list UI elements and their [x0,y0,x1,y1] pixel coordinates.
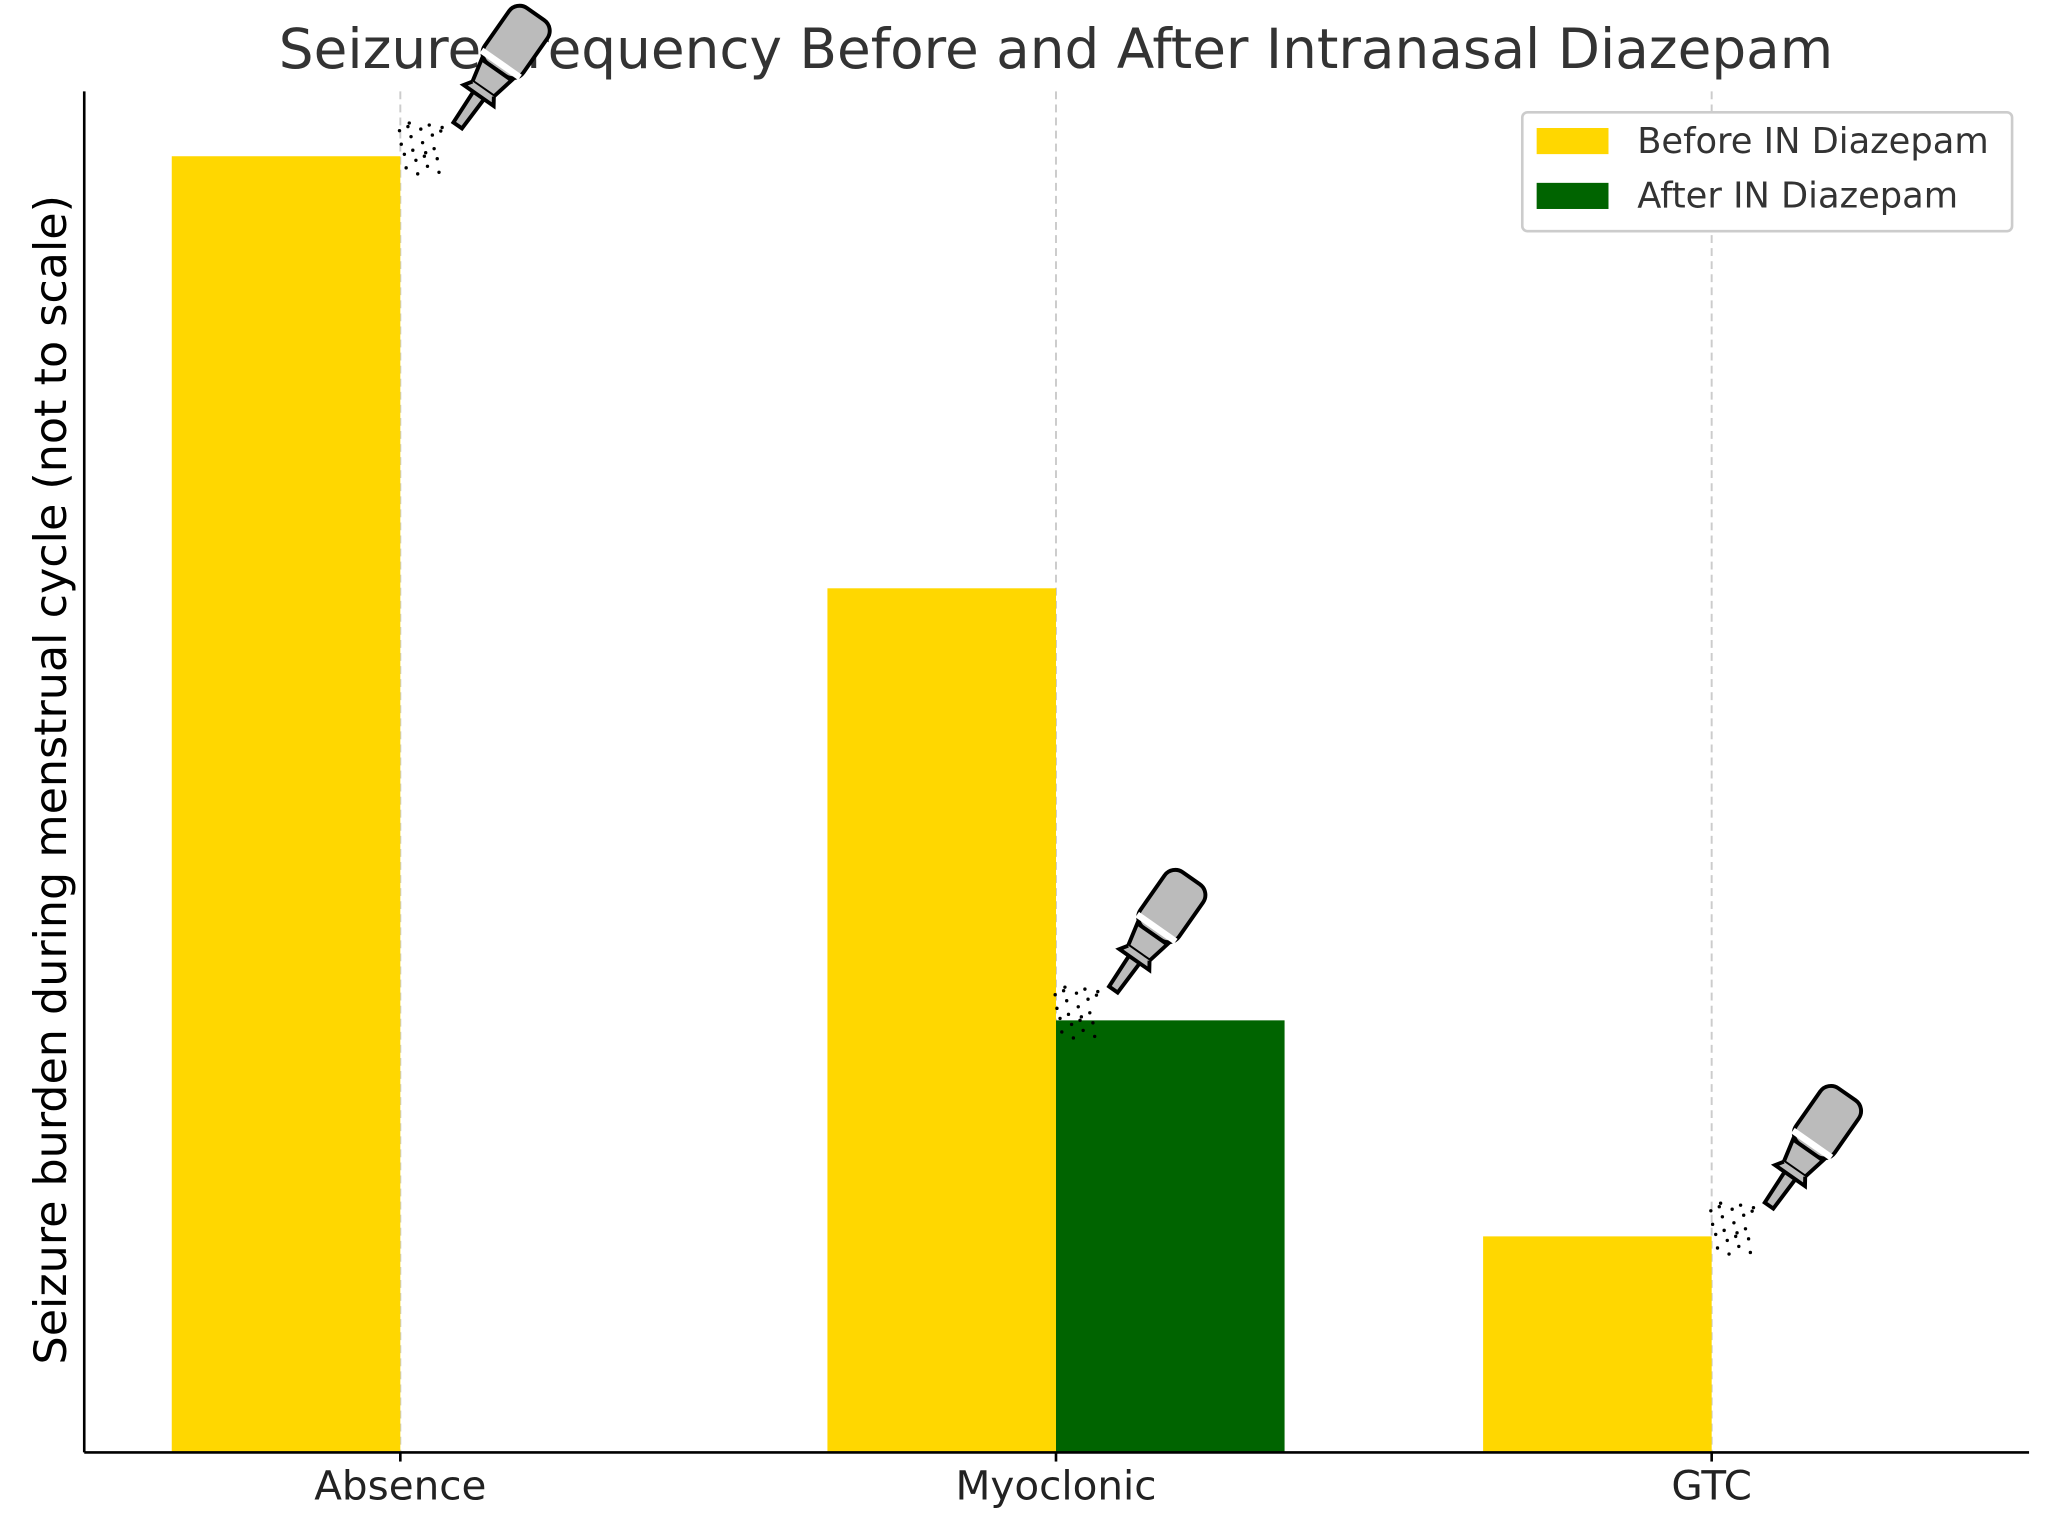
bar-after-myoclonic [1056,1020,1285,1453]
legend-frame [1520,111,2014,233]
x-tick-label: GTC [1671,1461,1752,1509]
bar-before-myoclonic [827,588,1056,1453]
legend-swatch-after [1536,182,1609,209]
nasal-spray-icon [397,3,552,176]
legend-label-after: After IN Diazepam [1637,176,1958,217]
legend-swatch-before [1536,128,1609,155]
legend-label-before: Before IN Diazepam [1637,121,1988,162]
bar-before-absence [171,156,401,1453]
x-tick-label: Absence [314,1461,486,1509]
nasal-spray-icon [1709,1083,1864,1256]
y-axis-label: Seizure burden during menstrual cycle (n… [26,195,77,1364]
bar-before-gtc [1483,1236,1712,1453]
legend: Before IN Diazepam After IN Diazepam [1520,111,2014,233]
x-tick-label: Myoclonic [955,1461,1156,1509]
nasal-spray-icon [1053,867,1208,1040]
